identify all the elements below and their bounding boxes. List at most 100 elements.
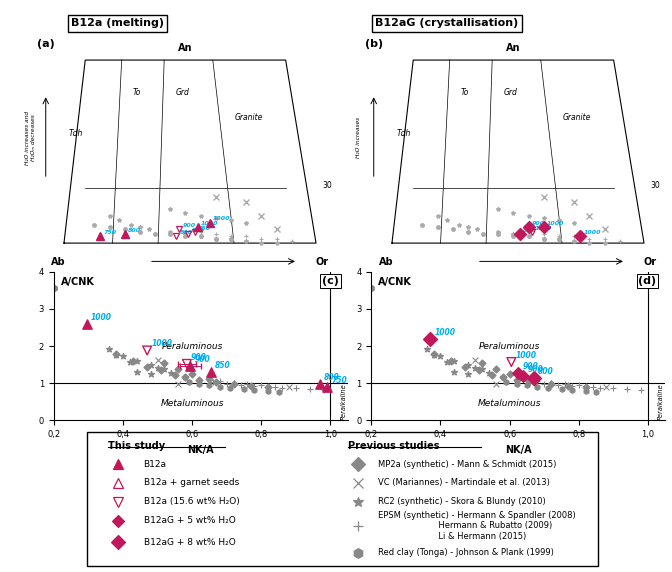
Point bbox=[263, 387, 274, 396]
Point bbox=[181, 359, 192, 368]
Text: Or: Or bbox=[316, 257, 329, 267]
Point bbox=[249, 382, 260, 391]
Point bbox=[546, 378, 556, 387]
Text: B12a + garnet seeds: B12a + garnet seeds bbox=[144, 478, 239, 487]
Point bbox=[591, 388, 601, 397]
Text: 750: 750 bbox=[331, 376, 347, 385]
Point bbox=[142, 346, 153, 355]
Text: 800: 800 bbox=[128, 228, 141, 233]
Text: 900: 900 bbox=[191, 353, 207, 362]
Point bbox=[601, 382, 612, 391]
Point bbox=[318, 386, 329, 395]
Point bbox=[214, 377, 225, 386]
Point bbox=[560, 380, 571, 389]
X-axis label: NK/A: NK/A bbox=[187, 444, 214, 455]
Point bbox=[532, 377, 543, 386]
Point bbox=[185, 361, 196, 370]
Point bbox=[428, 351, 439, 360]
Point bbox=[118, 352, 128, 361]
Point bbox=[511, 379, 522, 388]
Point bbox=[449, 356, 460, 366]
Point bbox=[314, 379, 325, 388]
Point bbox=[245, 382, 256, 391]
Point bbox=[166, 368, 177, 378]
Point bbox=[249, 386, 260, 395]
Point bbox=[274, 388, 284, 397]
Text: An: An bbox=[506, 43, 521, 53]
Point bbox=[187, 370, 198, 379]
Text: To: To bbox=[133, 88, 141, 97]
Point bbox=[173, 364, 183, 374]
Point bbox=[206, 367, 216, 376]
Text: (c): (c) bbox=[322, 276, 339, 286]
Point bbox=[513, 368, 523, 378]
Text: H₂O increases and
H₂Oₘ decreases: H₂O increases and H₂Oₘ decreases bbox=[25, 111, 36, 165]
Text: 850: 850 bbox=[215, 361, 231, 370]
Point bbox=[228, 380, 239, 389]
Point bbox=[581, 387, 591, 396]
Point bbox=[180, 372, 191, 381]
Point bbox=[208, 378, 218, 387]
Text: Peraluminous: Peraluminous bbox=[161, 341, 223, 351]
Point bbox=[159, 364, 170, 374]
Point bbox=[525, 378, 536, 387]
Point bbox=[111, 351, 122, 360]
Text: 900: 900 bbox=[528, 365, 544, 374]
Point bbox=[366, 284, 376, 293]
Text: MP2a (synthetic) - Mann & Schmidt (2015): MP2a (synthetic) - Mann & Schmidt (2015) bbox=[378, 460, 557, 468]
Text: Tdh: Tdh bbox=[69, 129, 83, 138]
Text: (a): (a) bbox=[37, 39, 54, 49]
Point bbox=[228, 378, 239, 387]
Text: T increases and H₂Oₘ decreases: T increases and H₂Oₘ decreases bbox=[146, 275, 255, 281]
Point bbox=[546, 380, 556, 389]
Text: B12aG (crystallisation): B12aG (crystallisation) bbox=[375, 18, 519, 28]
Point bbox=[132, 356, 142, 366]
Text: Ab: Ab bbox=[50, 257, 65, 267]
Point bbox=[81, 319, 92, 328]
Point bbox=[622, 384, 632, 394]
Text: To: To bbox=[461, 88, 469, 97]
Point bbox=[204, 374, 215, 383]
Text: 800: 800 bbox=[523, 228, 536, 233]
Point bbox=[470, 363, 480, 372]
Text: 850: 850 bbox=[198, 225, 211, 231]
Text: Grd: Grd bbox=[175, 88, 190, 97]
Text: VC (Mariannes) - Martindale et al. (2013): VC (Mariannes) - Martindale et al. (2013… bbox=[378, 478, 550, 487]
Point bbox=[491, 380, 501, 389]
Point bbox=[194, 379, 204, 388]
Point bbox=[449, 367, 460, 376]
Text: 800: 800 bbox=[538, 367, 554, 376]
Text: 900: 900 bbox=[532, 221, 545, 226]
X-axis label: NK/A: NK/A bbox=[505, 444, 532, 455]
Point bbox=[497, 373, 508, 382]
Point bbox=[587, 382, 598, 391]
Point bbox=[194, 376, 204, 385]
Point bbox=[504, 370, 515, 379]
Text: 900: 900 bbox=[192, 228, 205, 233]
Point bbox=[235, 380, 246, 390]
Point bbox=[506, 358, 517, 367]
Text: Metaluminous: Metaluminous bbox=[161, 399, 224, 408]
Text: Peraluminous: Peraluminous bbox=[479, 341, 540, 351]
Text: 1000: 1000 bbox=[151, 339, 172, 348]
Text: 1000: 1000 bbox=[213, 216, 230, 221]
Text: Previous studies: Previous studies bbox=[348, 441, 439, 451]
Point bbox=[528, 378, 539, 387]
Point bbox=[435, 352, 446, 361]
Point bbox=[532, 382, 543, 391]
Point bbox=[521, 374, 532, 383]
Point bbox=[284, 382, 294, 391]
Text: 30: 30 bbox=[322, 181, 332, 190]
Point bbox=[518, 371, 529, 380]
Text: 1000: 1000 bbox=[547, 221, 564, 226]
Point bbox=[425, 334, 435, 343]
Point bbox=[552, 380, 563, 390]
Point bbox=[459, 362, 470, 371]
Text: This study: This study bbox=[108, 441, 165, 451]
Point bbox=[48, 284, 59, 293]
Text: A/CNK: A/CNK bbox=[378, 277, 412, 287]
Point bbox=[263, 383, 274, 392]
Text: 800: 800 bbox=[324, 373, 340, 382]
Point bbox=[428, 349, 439, 359]
Point bbox=[476, 364, 487, 374]
